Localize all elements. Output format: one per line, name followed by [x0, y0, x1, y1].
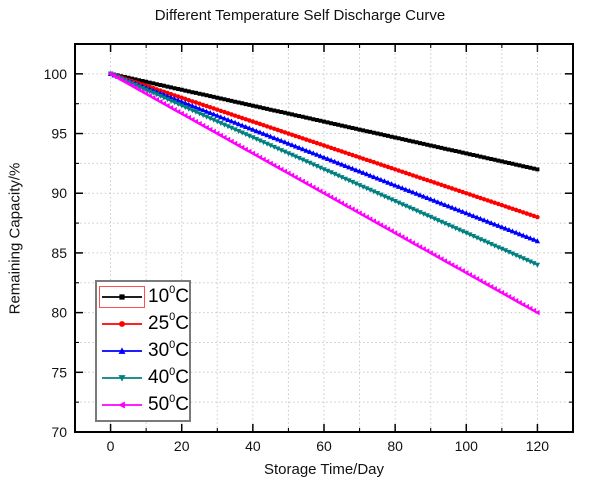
series-25c [108, 71, 540, 220]
series-50c [107, 71, 540, 316]
legend-item-50c[interactable]: 500C [99, 394, 189, 416]
legend-sample-wrap [99, 340, 145, 362]
triangle-down-marker-icon [118, 375, 126, 382]
y-tick-label-70: 70 [51, 424, 67, 440]
square-marker-icon [119, 293, 125, 300]
y-tick-label-75: 75 [51, 364, 67, 380]
legend-sample-wrap [99, 313, 145, 335]
legend-item-10c[interactable]: 100C [99, 284, 189, 308]
legend-label-10c: 100C [148, 284, 189, 307]
chart-title: Different Temperature Self Discharge Cur… [154, 7, 446, 24]
legend-selection-box [99, 285, 145, 308]
triangle-up-marker-icon [118, 347, 126, 354]
x-tick-label-20: 20 [174, 438, 190, 454]
x-tick-label-60: 60 [316, 438, 332, 454]
legend-sample [102, 401, 142, 409]
triangle-left-marker-icon [118, 401, 125, 409]
y-tick-label-85: 85 [51, 245, 67, 261]
y-tick-labels: 70 75 80 85 90 95 100 [44, 66, 68, 440]
x-tick-label-80: 80 [387, 438, 403, 454]
y-tick-label-80: 80 [51, 305, 67, 321]
legend: 100C 250C 300C 400C 500C [95, 280, 191, 422]
legend-label-40c: 400C [148, 365, 189, 389]
legend-item-40c[interactable]: 400C [99, 365, 189, 389]
x-tick-label-0: 0 [107, 438, 115, 454]
series-30c [107, 71, 541, 244]
legend-label-30c: 300C [148, 338, 189, 361]
legend-sample-wrap [99, 394, 145, 416]
legend-label-50c: 500C [148, 393, 189, 416]
legend-item-30c[interactable]: 300C [99, 338, 189, 362]
x-tick-labels: 0 20 40 60 80 100 120 [107, 438, 550, 454]
square-marker-run [108, 71, 540, 172]
axis-ticks [75, 44, 573, 433]
circle-marker-run [108, 71, 540, 220]
x-axis-label: Storage Time/Day [263, 461, 385, 478]
legend-label-25c: 250C [148, 311, 189, 334]
series-10c [108, 71, 540, 172]
triangle-up-marker-run [107, 71, 541, 244]
series-40c [107, 71, 541, 268]
x-tick-label-120: 120 [526, 438, 550, 454]
x-tick-label-100: 100 [455, 438, 479, 454]
legend-item-25c[interactable]: 250C [99, 311, 189, 335]
legend-sample [102, 375, 142, 382]
x-tick-label-40: 40 [245, 438, 261, 454]
y-tick-label-90: 90 [51, 185, 67, 201]
legend-sample-wrap [99, 367, 145, 389]
legend-sample [102, 320, 142, 327]
legend-sample [102, 293, 142, 300]
y-tick-label-100: 100 [44, 66, 68, 82]
triangle-left-marker-run [107, 71, 540, 316]
legend-sample [102, 347, 142, 354]
y-tick-label-95: 95 [51, 126, 67, 142]
triangle-down-marker-run [107, 71, 541, 268]
circle-marker-icon [119, 320, 125, 327]
